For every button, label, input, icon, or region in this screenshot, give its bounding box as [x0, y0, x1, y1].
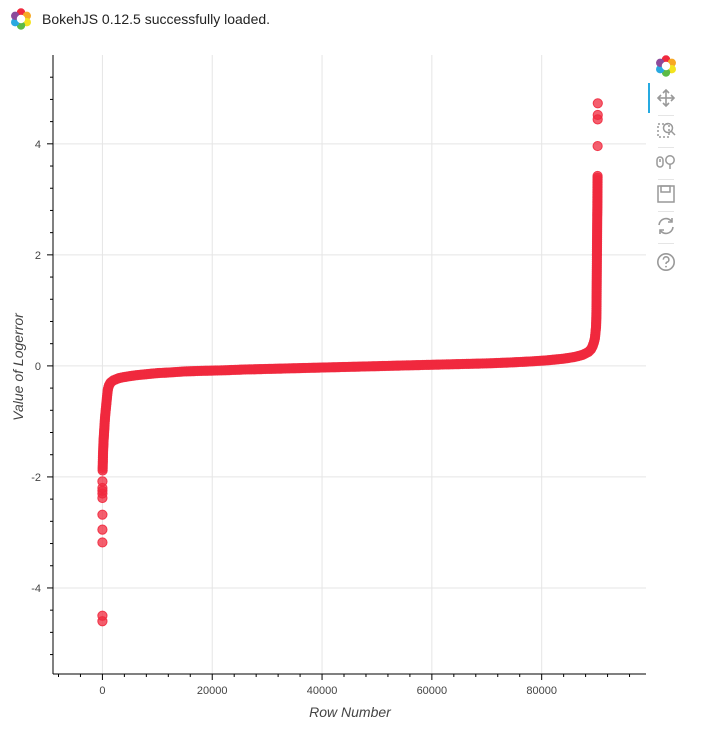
data-point — [592, 109, 603, 121]
x-tick-label: 60000 — [417, 685, 448, 697]
toolbar-logo[interactable] — [648, 52, 684, 80]
help-icon — [657, 253, 675, 271]
axes: 0 20000 40000 60000 80000 -4 -2 0 2 4 — [31, 55, 646, 697]
y-tick-label: -2 — [31, 472, 41, 484]
x-tick-label: 0 — [99, 685, 105, 697]
y-tick-label: 0 — [35, 361, 41, 373]
help-tool-button[interactable] — [648, 248, 684, 276]
save-icon — [657, 185, 675, 203]
y-axis-label: Value of Logerror — [10, 312, 26, 421]
reset-icon — [658, 217, 674, 235]
wheel-zoom-tool-button[interactable] — [648, 148, 684, 176]
toolbar-divider — [658, 147, 674, 148]
x-tick-label: 80000 — [526, 685, 557, 697]
box-zoom-icon — [657, 122, 676, 138]
data-point — [97, 476, 108, 487]
bokeh-logo-icon — [656, 55, 676, 77]
data-point — [97, 610, 108, 621]
bokeh-logo-icon — [11, 8, 31, 30]
toolbar-divider — [658, 243, 674, 244]
pan-icon — [656, 88, 676, 108]
data-point — [592, 98, 603, 109]
x-tick-label: 40000 — [307, 685, 338, 697]
toolbar-divider — [658, 115, 674, 116]
data-point — [97, 509, 108, 520]
y-tick-label: 4 — [35, 139, 41, 151]
x-axis-label: Row Number — [309, 704, 392, 720]
pan-tool-button[interactable] — [648, 84, 684, 112]
active-tool-indicator — [648, 83, 650, 113]
grid-lines — [53, 55, 646, 674]
reset-tool-button[interactable] — [648, 212, 684, 240]
y-tick-label: -4 — [31, 583, 41, 595]
data-point — [592, 172, 603, 183]
save-tool-button[interactable] — [648, 180, 684, 208]
data-point — [592, 140, 603, 152]
bokeh-banner: BokehJS 0.12.5 successfully loaded. — [10, 8, 270, 30]
banner-message: BokehJS 0.12.5 successfully loaded. — [42, 11, 271, 27]
box-zoom-tool-button[interactable] — [648, 116, 684, 144]
toolbar-divider — [658, 179, 674, 180]
data-point — [97, 524, 108, 535]
y-tick-label: 2 — [35, 250, 41, 262]
x-tick-label: 20000 — [197, 685, 228, 697]
data-points — [97, 98, 603, 627]
data-point — [97, 537, 108, 548]
toolbar-divider — [658, 211, 674, 212]
wheel-zoom-icon — [656, 155, 675, 169]
